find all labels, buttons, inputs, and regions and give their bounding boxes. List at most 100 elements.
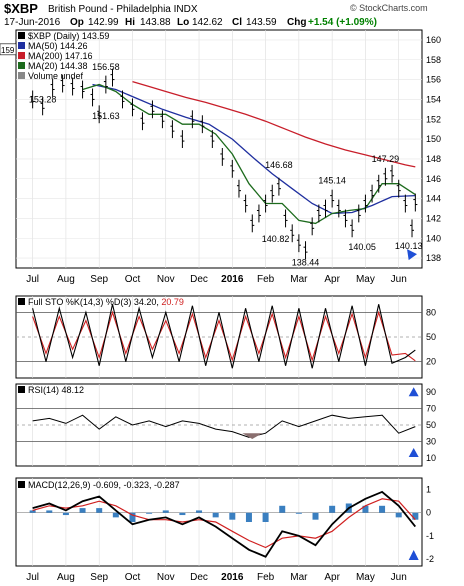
macd-histogram-bar (312, 512, 319, 520)
legend-entry: RSI(14) 48.12 (28, 385, 84, 395)
rsi-axis-tick: 50 (426, 420, 436, 430)
macd-histogram-bar (162, 510, 169, 513)
price-axis-tick: 158 (426, 55, 441, 65)
legend-swatch (18, 72, 25, 79)
month-label: Nov (157, 274, 175, 285)
close-value: 143.59 (246, 17, 277, 28)
month-label: Mar (290, 572, 308, 583)
price-axis-tick: 156 (426, 75, 441, 85)
price-annotation: 147.29 (372, 154, 400, 164)
legend-swatch (18, 298, 25, 305)
ma-200-line (132, 80, 416, 168)
macd-axis-tick: 0 (426, 508, 431, 518)
macd-histogram-bar (212, 512, 219, 518)
price-annotation: 138.44 (292, 258, 320, 268)
month-label: Feb (257, 572, 275, 583)
macd-histogram-bar (262, 512, 269, 522)
up-arrow-icon (408, 387, 419, 397)
rsi-oversold-shade (242, 433, 263, 439)
price-annotation: 156.58 (92, 62, 120, 72)
month-label: Aug (57, 572, 75, 583)
legend-swatch (18, 32, 25, 39)
macd-histogram-bar (146, 512, 153, 514)
month-label: 2016 (221, 572, 244, 583)
month-label: Sep (90, 274, 108, 285)
open-label: Op (70, 17, 84, 28)
macd-histogram-bar (395, 512, 402, 518)
macd-histogram-bar (279, 505, 286, 513)
price-annotation: 140.13 (395, 241, 423, 251)
instrument-name: British Pound - Philadelphia INDX (48, 4, 198, 15)
macd-histogram-bar (379, 505, 386, 513)
stochastic-k-line (32, 304, 416, 369)
stochastic-d-value: 20.79 (161, 297, 184, 307)
macd-histogram-bar (362, 505, 369, 513)
month-label: Jul (26, 274, 39, 285)
symbol-label: $XBP (4, 1, 38, 16)
month-label: Apr (324, 572, 340, 583)
close-label: Cl (232, 17, 242, 28)
macd-histogram-bar (79, 508, 86, 513)
legend-entry: MA(20) 144.38 (28, 61, 88, 71)
price-tag (0, 43, 17, 56)
price-axis-tick: 144 (426, 194, 441, 204)
month-label: Feb (257, 274, 275, 285)
up-arrow-icon (408, 447, 419, 457)
month-label: 2016 (221, 274, 244, 285)
rsi-axis-tick: 10 (426, 453, 436, 463)
stochastic-axis-tick: 50 (426, 332, 436, 342)
change-label: Chg (287, 17, 306, 28)
macd-axis-tick: -2 (426, 554, 434, 564)
rsi-axis-tick: 30 (426, 436, 436, 446)
rsi-axis-tick: 70 (426, 404, 436, 414)
price-axis-tick: 154 (426, 94, 441, 104)
rsi-axis-tick: 90 (426, 387, 436, 397)
legend-entry: $XBP (Daily) 143.59 (28, 31, 109, 41)
month-label: Apr (324, 274, 340, 285)
month-label: Aug (57, 274, 75, 285)
price-axis-tick: 148 (426, 154, 441, 164)
month-label: May (356, 274, 375, 285)
month-label: Nov (157, 572, 175, 583)
month-label: Jul (26, 572, 39, 583)
open-value: 142.99 (88, 17, 119, 28)
legend-entry: MA(200) 147.16 (28, 51, 93, 61)
macd-axis-tick: -1 (426, 531, 434, 541)
legend-swatch (18, 386, 25, 393)
price-panel (15, 29, 423, 269)
month-label: Mar (290, 274, 308, 285)
macd-histogram-bar (412, 512, 419, 520)
legend-swatch (18, 42, 25, 49)
low-value: 142.62 (192, 17, 223, 28)
price-annotation: 153.28 (29, 95, 57, 105)
legend-swatch (18, 62, 25, 69)
price-tag-text: 159 (1, 46, 15, 55)
macd-histogram-bar (329, 505, 336, 513)
price-annotation: 140.82 (262, 234, 290, 244)
price-annotation: 145.14 (318, 175, 346, 185)
macd-panel (15, 477, 423, 567)
legend-entry: MACD(12,26,9) -0.609, -0.323, -0.287 (28, 480, 180, 490)
legend-entry: Full STO %K(14,3) %D(3) 34.20, 20.79 (28, 297, 184, 307)
macd-histogram-bar (112, 512, 119, 518)
price-axis-tick: 152 (426, 114, 441, 124)
chart-panels: 153.28 156.58 151.63 146.68 140.82 138.44 145.… (0, 29, 441, 583)
macd-histogram-bar (295, 512, 302, 514)
legend-entry: MA(50) 144.26 (28, 41, 88, 51)
price-annotation: 140.05 (348, 242, 376, 252)
up-arrow-icon (408, 550, 419, 560)
macd-histogram-bar (62, 512, 69, 516)
macd-histogram-bar (179, 512, 186, 516)
ma-20-line (82, 83, 416, 225)
price-axis-tick: 160 (426, 35, 441, 45)
month-label: Sep (90, 572, 108, 583)
low-label: Lo (177, 17, 189, 28)
price-axis-tick: 138 (426, 253, 441, 263)
legend-entry: Volume undef (28, 71, 84, 81)
legend-swatch (18, 481, 25, 488)
watermark: © StockCharts.com (350, 3, 428, 13)
stochastic-k-value: Full STO %K(14,3) %D(3) 34.20, (28, 297, 161, 307)
macd-histogram-bar (229, 512, 236, 520)
legend-swatch (18, 52, 25, 59)
